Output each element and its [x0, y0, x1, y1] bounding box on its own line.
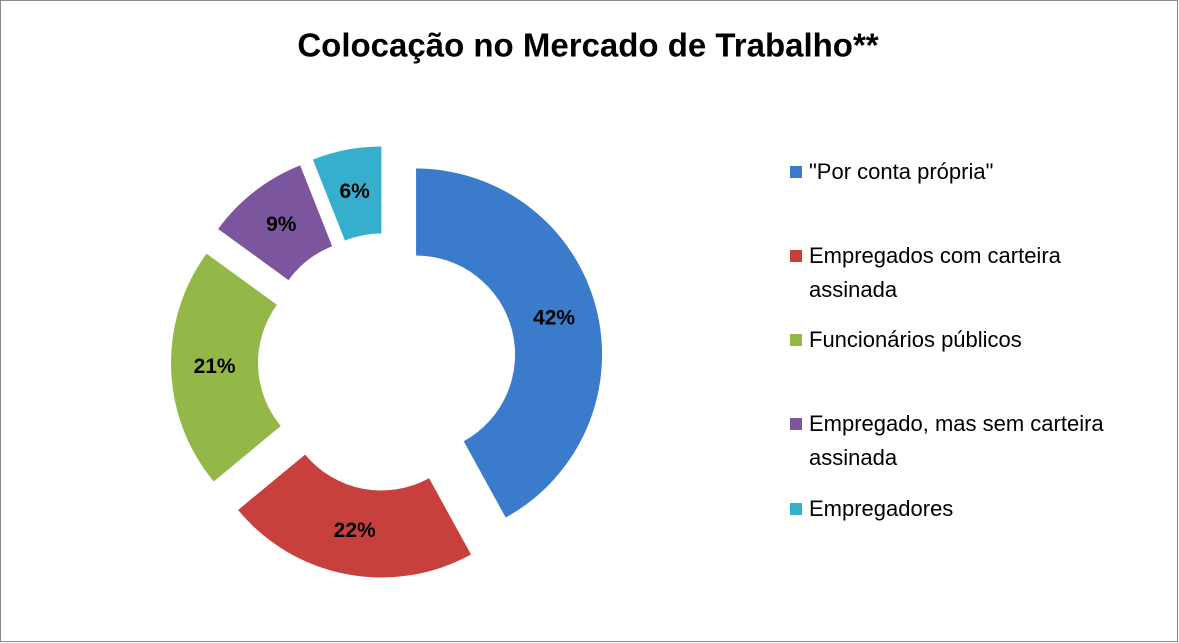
legend-swatch [790, 334, 802, 346]
legend-swatch [790, 503, 802, 515]
legend-swatch [790, 250, 802, 262]
legend-entry: Empregadores [790, 492, 1160, 526]
donut-segment [416, 168, 603, 518]
legend-label: "Por conta própria" [809, 159, 994, 184]
data-label: 21% [194, 355, 236, 378]
donut-segment [312, 146, 382, 241]
donut-segment [238, 454, 471, 578]
legend-entry: Funcionários públicos [790, 323, 1160, 357]
legend-label: Empregados com carteira assinada [809, 243, 1061, 302]
data-label: 42% [533, 307, 575, 330]
donut-segment [218, 165, 333, 281]
legend-entry: Empregado, mas sem carteira assinada [790, 407, 1160, 475]
legend-label: Empregadores [809, 496, 954, 521]
legend-entry: Empregados com carteira assinada [790, 239, 1160, 307]
data-label: 9% [266, 213, 297, 236]
data-label: 22% [334, 519, 376, 542]
data-label: 6% [339, 180, 370, 203]
legend-swatch [790, 166, 802, 178]
chart-title: Colocação no Mercado de Trabalho** [297, 27, 878, 64]
donut-segment [171, 253, 281, 482]
legend-label: Empregado, mas sem carteira assinada [809, 411, 1104, 470]
legend-swatch [790, 418, 802, 430]
legend-entry: "Por conta própria" [790, 155, 1160, 189]
legend-label: Funcionários públicos [809, 327, 1022, 352]
